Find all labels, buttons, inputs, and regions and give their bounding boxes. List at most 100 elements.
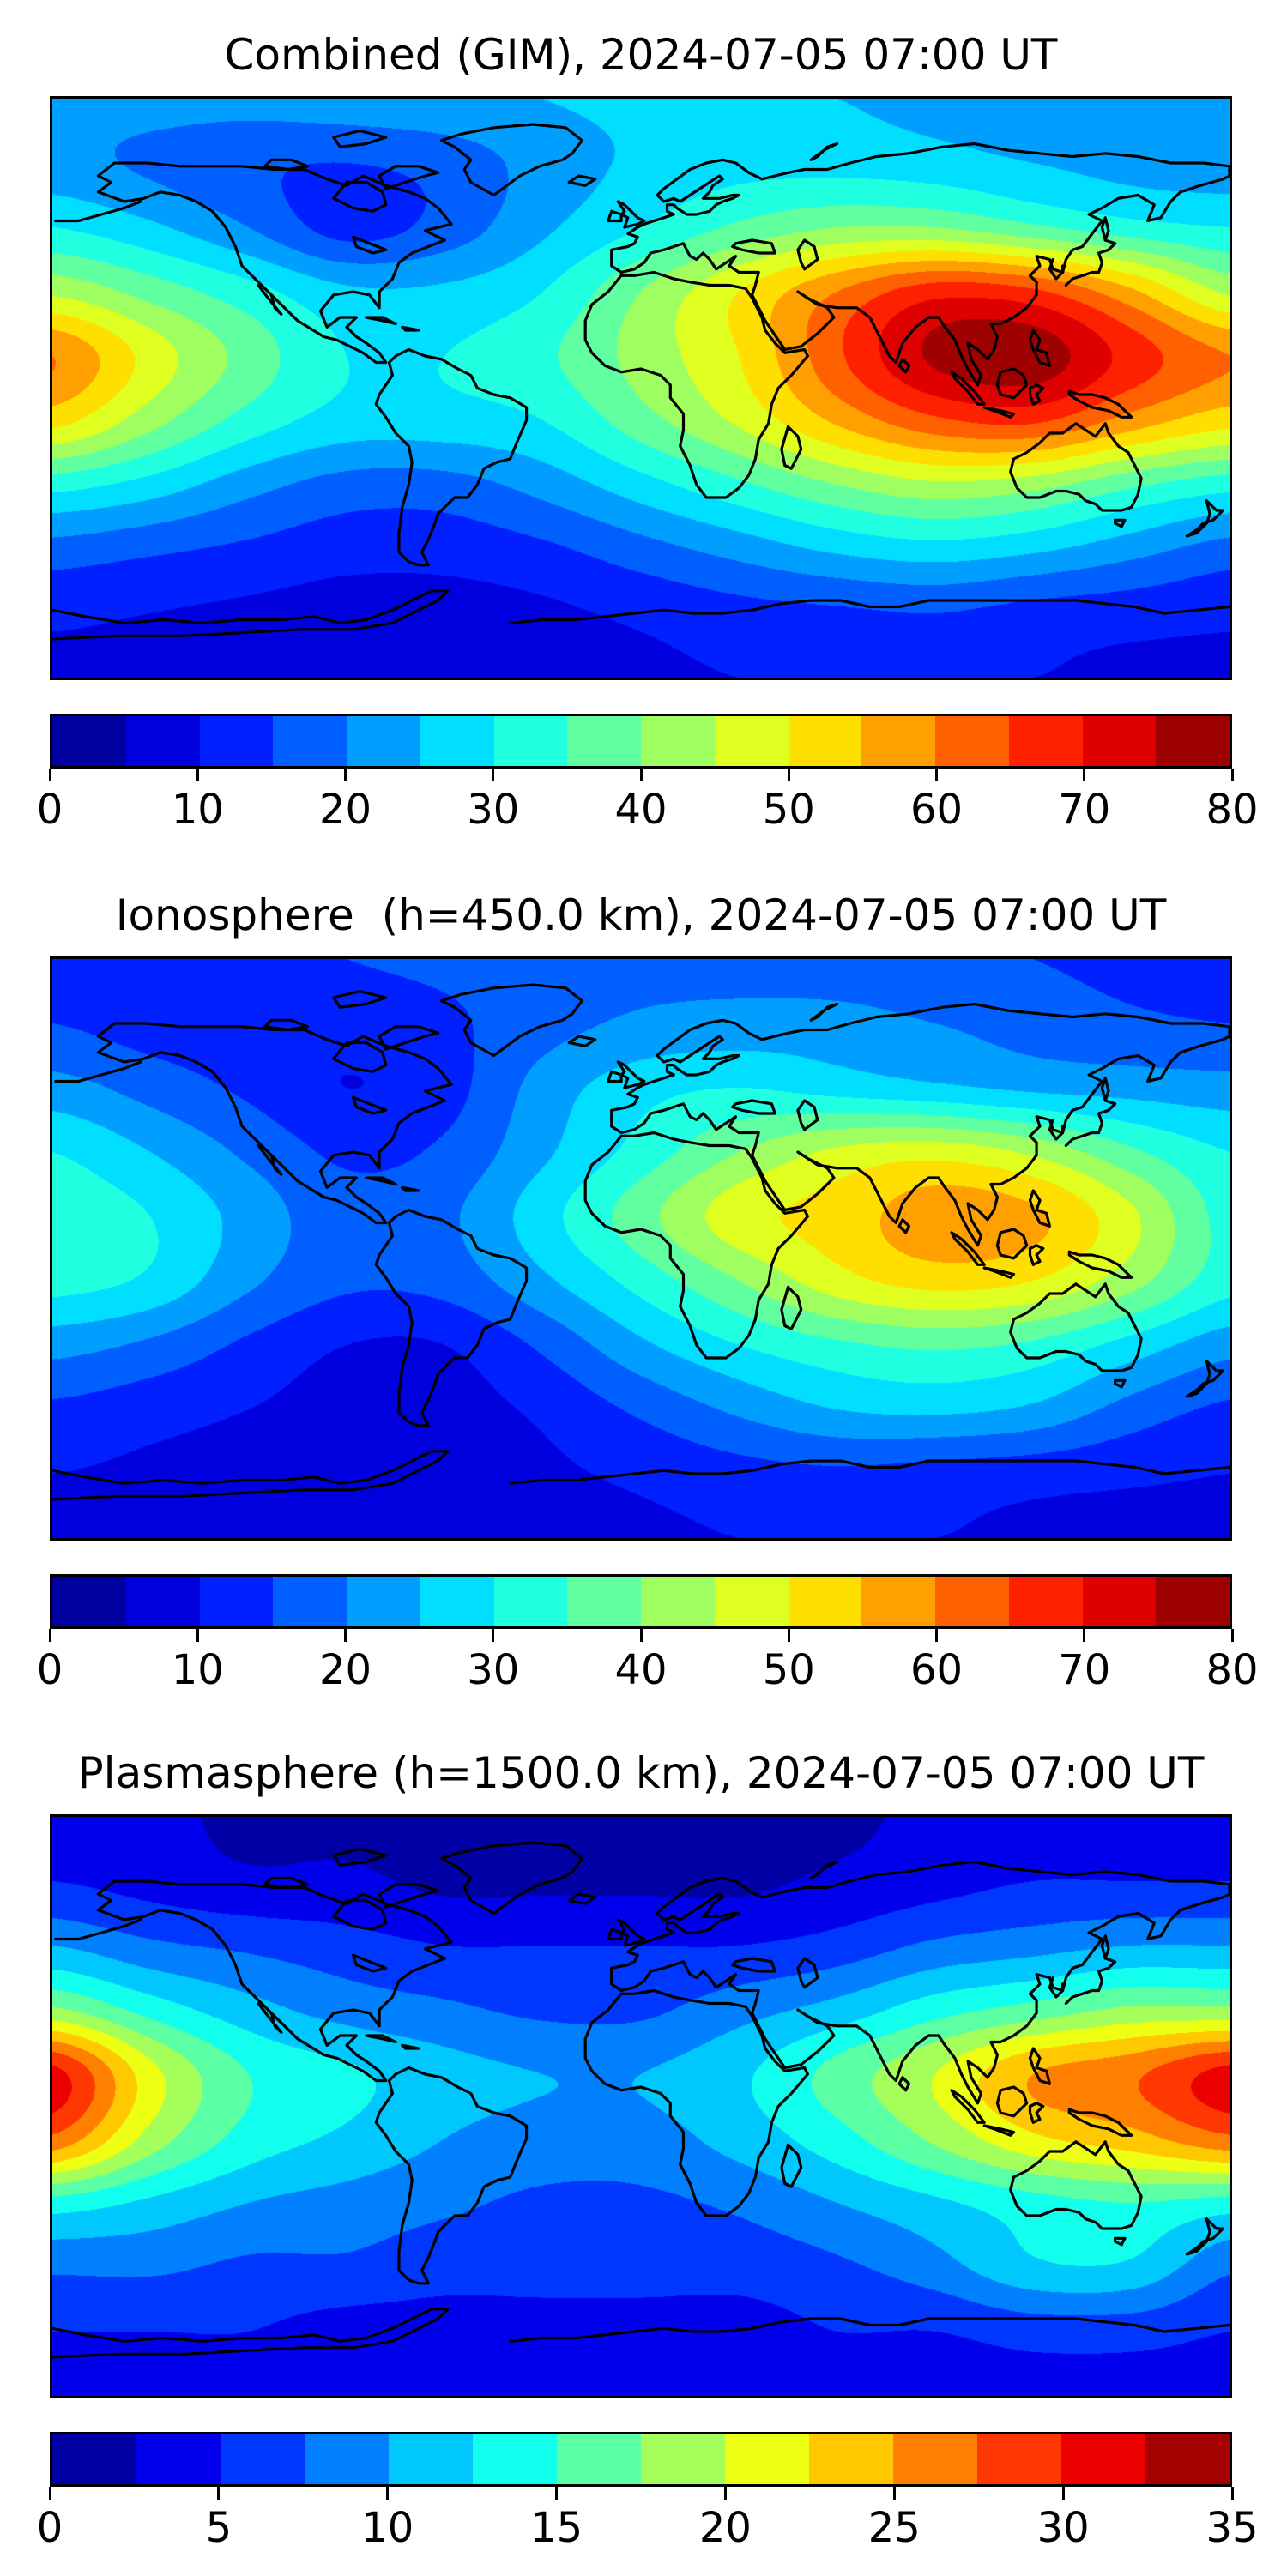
coastline-path [401, 1185, 420, 1192]
colorbar-tick-label: 10 [361, 2504, 414, 2552]
colorbar-tick-label: 20 [318, 786, 372, 834]
colorbar-ticks-plasmasphere: 0 5 10 15 20 25 30 35 [37, 2487, 1259, 2564]
coastline-path [52, 1450, 450, 1501]
coastline-path [508, 2317, 1230, 2343]
coastline-path [54, 1060, 142, 1083]
coastline-path [365, 316, 397, 326]
coastline-path [567, 1892, 597, 1905]
coastline-path [897, 2076, 911, 2092]
colorbar-ionosphere [50, 1574, 1232, 1629]
colorbar-tick-label: 25 [867, 2504, 921, 2552]
coastline-path [1064, 1957, 1117, 2006]
panel-ionosphere: Ionosphere (h=450.0 km), 2024-07-05 07:0… [0, 860, 1287, 1718]
colorbar-tick-mark [892, 2487, 896, 2500]
coastline-path [439, 983, 584, 1058]
coastline-path [796, 1957, 819, 1989]
colorbar-segment [493, 716, 568, 766]
coastline-path [332, 129, 388, 148]
coastline-path [1028, 383, 1045, 406]
map-plasmasphere [50, 1814, 1232, 2398]
coastline-path [1185, 1360, 1225, 1398]
colorbar-tick-label: 0 [36, 2504, 63, 2552]
colorbar-segment [389, 2434, 473, 2484]
colorbar-segment [305, 2434, 389, 2484]
coastline-path [1028, 2047, 1052, 2085]
colorbar-tick-label: 40 [614, 786, 668, 834]
coastline-path [332, 180, 388, 213]
coastline-path [610, 142, 1230, 387]
coastline-path [897, 1218, 911, 1234]
coastline-path [1113, 2236, 1127, 2247]
colorbar-tick-label: 60 [909, 1646, 964, 1694]
coastline-path [1113, 518, 1127, 528]
coastline-path [52, 589, 450, 641]
coastline-path [365, 1176, 397, 1186]
colorbar-segment [1082, 1577, 1157, 1626]
coastline-path [1185, 2217, 1225, 2256]
colorbar-tick-mark [787, 1629, 790, 1642]
coastline-path [995, 367, 1029, 400]
colorbar-tick-label: 80 [1205, 786, 1259, 834]
coastline-path [1067, 389, 1133, 419]
coastline-path [796, 238, 819, 271]
colorbar-tick-label: 40 [614, 1646, 668, 1694]
coastline-path [1028, 2102, 1045, 2124]
coastline-path [1100, 1934, 1110, 1960]
colorbar-segment [1008, 716, 1083, 766]
colorbar-segment [788, 1577, 862, 1626]
colorbar-tick-mark [935, 1629, 938, 1642]
colorbar-segment [935, 1577, 1009, 1626]
coastline-path [567, 1035, 597, 1047]
coastline-path [96, 1022, 453, 1225]
colorbar-tick-mark [1061, 2487, 1065, 2500]
colorbar-tick-mark [386, 2487, 390, 2500]
coastline-path [583, 1131, 810, 1360]
colorbar-segment [1008, 1577, 1083, 1626]
coastline-path [257, 283, 283, 316]
colorbar-tick-label: 30 [1036, 2504, 1090, 2552]
colorbar-tick-label: 10 [171, 1646, 224, 1694]
coastline-path [982, 1266, 1016, 1279]
coastline-path [1064, 238, 1117, 287]
coastline-path [950, 1231, 986, 1266]
coastline-path [263, 1018, 309, 1032]
coastline-path [567, 174, 597, 187]
colorbar-tick-mark [196, 769, 199, 781]
coastline-path [1064, 1099, 1117, 1148]
colorbar-tick-mark [48, 2487, 51, 2500]
coastline-path [401, 2043, 420, 2050]
colorbar-tick-mark [1230, 769, 1234, 781]
colorbar-segment [347, 1577, 420, 1626]
coastline-path [1009, 2140, 1143, 2230]
colorbar-tick-mark [48, 1629, 51, 1642]
colorbar-segment [52, 1577, 126, 1626]
colorbar-tick-mark [48, 769, 51, 781]
coastline-path [365, 2034, 397, 2044]
map-ionosphere [50, 956, 1232, 1541]
coastlines-overlay-combined [52, 123, 1230, 641]
colorbar-segment [788, 716, 862, 766]
coastline-path [263, 1876, 309, 1890]
colorbar-tick-label: 30 [467, 1646, 520, 1694]
colorbar-segment [1156, 716, 1230, 766]
colorbar-segment [714, 716, 789, 766]
coastline-path [950, 371, 986, 406]
colorbar-tick-mark [787, 769, 790, 781]
coastline-path [96, 161, 453, 365]
colorbar-tick-label: 80 [1205, 1646, 1259, 1694]
coastline-path [780, 425, 803, 470]
colorbar-tick-mark [492, 769, 495, 781]
colorbar-segment [420, 1577, 494, 1626]
coastline-path [257, 2001, 283, 2034]
coastline-path [378, 1883, 440, 1909]
coastline-path [607, 1927, 623, 1941]
coastline-path [982, 406, 1016, 419]
coastline-path [809, 1002, 839, 1022]
coastline-path [1048, 1118, 1065, 1141]
coastline-path [731, 1957, 776, 1973]
panel-title-plasmasphere: Plasmasphere (h=1500.0 km), 2024-07-05 0… [77, 1748, 1205, 1798]
colorbar-segment [347, 716, 420, 766]
colorbar-segment [273, 1577, 347, 1626]
colorbar-segment [714, 1577, 789, 1626]
coastline-path [374, 1208, 529, 1427]
